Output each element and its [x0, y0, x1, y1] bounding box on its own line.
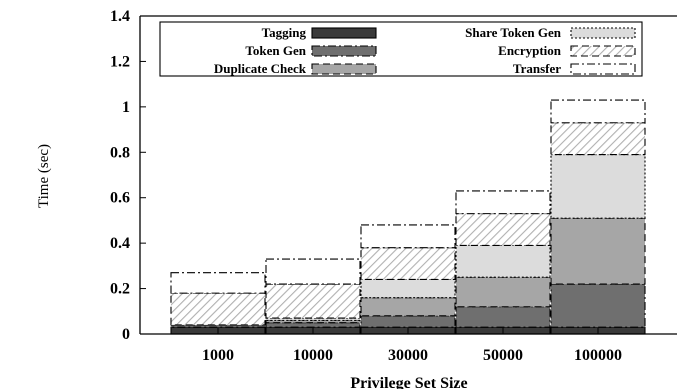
bar-segment-token-gen: [265, 322, 361, 328]
legend-box: [159, 21, 643, 77]
x-tick-label: 1000: [202, 347, 234, 364]
y-tick-label: 0.4: [110, 235, 130, 252]
y-tick-label: 0: [122, 326, 130, 343]
bar-segment-token-gen: [170, 324, 266, 328]
bar-segment-encryption: [170, 292, 266, 326]
legend-label: Transfer: [513, 61, 561, 76]
x-axis-label: Privilege Set Size: [350, 375, 467, 389]
legend-item-share-token-gen: Share Token Gen: [465, 25, 636, 40]
legend-item-encryption: Encryption: [498, 43, 636, 58]
x-tick-label: 100000: [574, 347, 622, 364]
bar-segment-token-gen: [455, 306, 551, 328]
x-tick-label: 30000: [388, 347, 428, 364]
bar-group-100000: [550, 99, 646, 335]
legend-swatch: [311, 27, 377, 39]
bar-segment-transfer: [455, 190, 551, 215]
y-tick-label: 0.2: [110, 281, 130, 298]
y-tick-label: 1.2: [110, 53, 130, 70]
bar-segment-encryption: [360, 247, 456, 281]
legend-swatch: [570, 45, 636, 57]
bar-segment-encryption: [455, 213, 551, 246]
legend-swatch: [311, 63, 377, 75]
bar-segment-share-token-gen: [360, 278, 456, 299]
legend-label: Token Gen: [245, 43, 306, 58]
legend-item-tagging: Tagging: [262, 25, 377, 40]
bar-segment-transfer: [265, 258, 361, 285]
bar-segment-encryption: [265, 283, 361, 319]
bar-segment-duplicate-check: [550, 217, 646, 285]
legend-item-duplicate-check: Duplicate Check: [214, 61, 377, 76]
bar-group-1000: [170, 272, 266, 335]
bar-group-50000: [455, 190, 551, 335]
x-tick-label: 10000: [293, 347, 333, 364]
x-tick-label: 50000: [483, 347, 523, 364]
legend-swatch: [570, 27, 636, 39]
legend-label: Tagging: [262, 25, 307, 40]
y-tick-label: 1.4: [110, 8, 130, 25]
legend-swatch: [311, 45, 377, 57]
legend-label: Encryption: [498, 43, 562, 58]
legend-label: Duplicate Check: [214, 61, 307, 76]
bar-segment-transfer: [550, 99, 646, 124]
bar-segment-duplicate-check: [360, 297, 456, 317]
bar-segment-share-token-gen: [550, 154, 646, 219]
legend-label: Share Token Gen: [465, 25, 562, 40]
bar-segment-token-gen: [360, 315, 456, 328]
bar-segment-transfer: [360, 224, 456, 249]
bar-segment-duplicate-check: [455, 276, 551, 308]
y-axis-label: Time (sec): [36, 144, 52, 208]
bar-segment-share-token-gen: [265, 317, 361, 321]
legend-item-transfer: Transfer: [513, 61, 636, 76]
y-tick-label: 0.6: [110, 190, 130, 207]
y-tick-label: 1: [122, 99, 130, 116]
bar-group-10000: [265, 258, 361, 335]
legend-swatch: [570, 63, 636, 75]
bar-segment-encryption: [550, 122, 646, 156]
bar-segment-share-token-gen: [455, 244, 551, 278]
bar-segment-token-gen: [550, 283, 646, 328]
y-tick-label: 0.8: [110, 144, 130, 161]
bar-segment-transfer: [170, 272, 266, 294]
bar-group-30000: [360, 224, 456, 335]
legend-item-token-gen: Token Gen: [245, 43, 377, 58]
